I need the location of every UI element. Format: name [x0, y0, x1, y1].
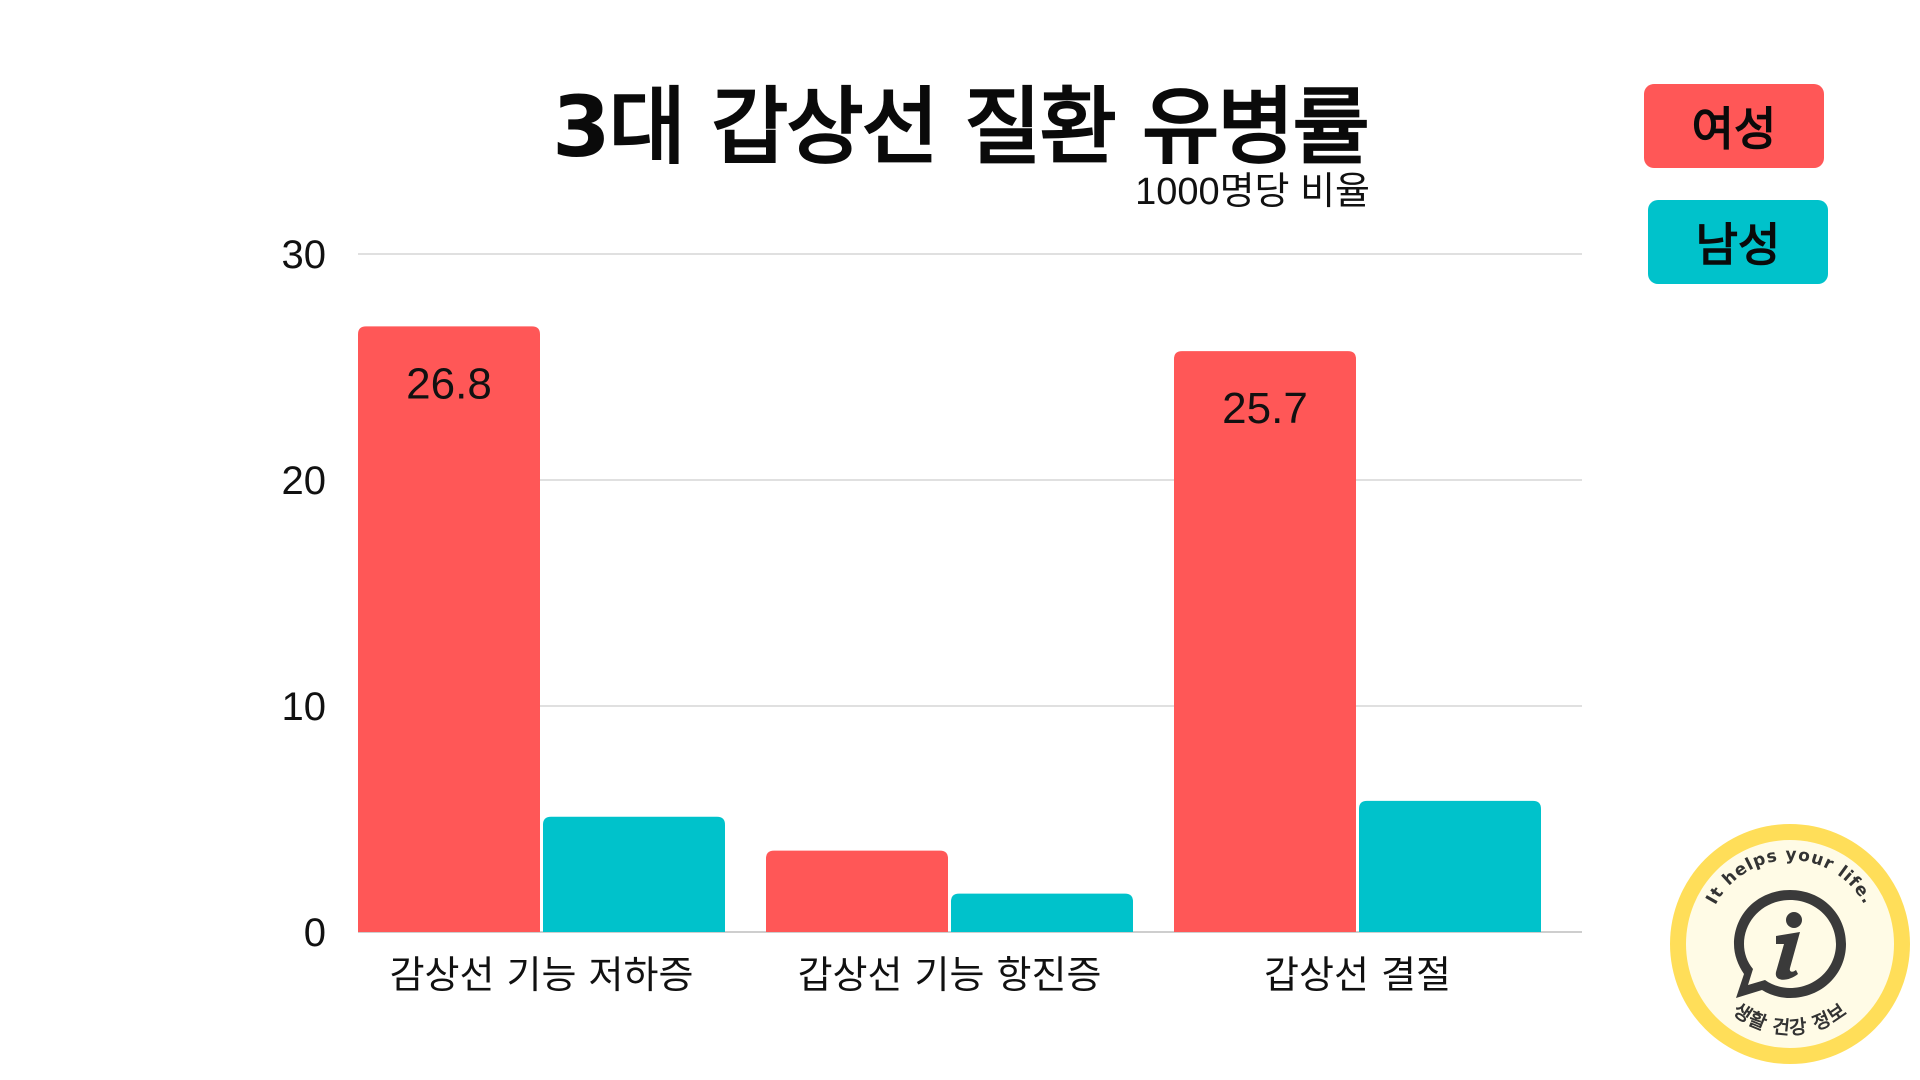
bar-female-1 [766, 850, 948, 932]
data-label: 25.7 [1222, 384, 1308, 433]
health-info-badge: It helps your life. 생활 건강 정보 [1670, 824, 1910, 1064]
data-labels: 26.8 25.7 [406, 359, 1308, 433]
chart-subtitle: 1000명당 비율 [1135, 171, 1370, 213]
x-tick-label: 갑상선 기능 항진증 [798, 953, 1102, 997]
bar-male-0 [543, 816, 725, 932]
bar-male-1 [951, 893, 1133, 932]
y-axis-ticks: 0 10 20 30 [282, 233, 327, 955]
legend-male: 남성 [1648, 200, 1828, 284]
bar-female-2 [1174, 351, 1356, 932]
bar-female-0 [358, 326, 540, 932]
x-tick-label: 감상선 기능 저하증 [390, 953, 694, 997]
legend-female: 여성 [1644, 84, 1824, 168]
chart-title: 3대 갑상선 질환 유병률 [552, 78, 1370, 176]
info-chat-icon [1734, 890, 1846, 998]
y-tick-label: 20 [282, 459, 327, 503]
x-tick-label: 갑상선 결절 [1264, 953, 1451, 997]
bar-male-2 [1359, 800, 1541, 932]
y-tick-label: 10 [282, 685, 327, 729]
bars [358, 326, 1541, 932]
y-tick-label: 0 [304, 911, 326, 955]
x-axis-labels: 감상선 기능 저하증 갑상선 기능 항진증 갑상선 결절 [390, 953, 1451, 997]
data-label: 26.8 [406, 359, 492, 408]
y-tick-label: 30 [282, 233, 327, 277]
